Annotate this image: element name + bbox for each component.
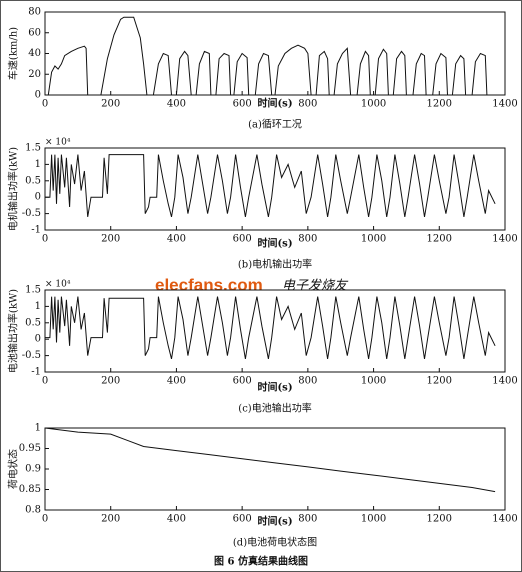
panel-caption: (d)电池荷电状态图 xyxy=(233,536,317,549)
watermark-text: 电子发烧友 xyxy=(282,279,349,294)
y-tick-label: -0.5 xyxy=(22,350,41,361)
y-tick-label: 0.5 xyxy=(25,317,41,328)
y-tick-label: 0.85 xyxy=(19,484,41,495)
y-tick-label: 1 xyxy=(35,159,41,170)
x-tick-label: 1400 xyxy=(492,376,517,387)
y-tick-label: 20 xyxy=(28,69,41,80)
x-tick-label: 1000 xyxy=(361,99,386,110)
x-axis-label: 时间(s) xyxy=(257,237,292,250)
plot-frame xyxy=(44,11,506,96)
x-tick-label: 200 xyxy=(101,99,120,110)
y-tick-label: 80 xyxy=(28,7,41,18)
y-multiplier: × 10⁴ xyxy=(45,138,71,148)
x-tick-label: 200 xyxy=(101,376,120,387)
x-tick-label: 1400 xyxy=(492,99,517,110)
y-tick-label: 1.5 xyxy=(25,143,41,154)
plot-frame xyxy=(44,427,506,511)
data-line xyxy=(44,427,496,493)
y-tick-label: -0.5 xyxy=(22,208,41,219)
y-tick-label: 1 xyxy=(35,423,41,434)
x-tick-label: 600 xyxy=(233,514,252,525)
y-axis-label: 荷电状态 xyxy=(7,449,20,489)
x-axis-label: 时间(s) xyxy=(257,381,292,394)
x-tick-label: 0 xyxy=(42,99,48,110)
y-tick-label: -1 xyxy=(31,225,41,236)
x-tick-label: 800 xyxy=(298,376,317,387)
figure-caption: 图 6 仿真结果曲线图 xyxy=(214,555,308,568)
y-multiplier: × 10⁴ xyxy=(45,280,71,290)
watermark-site: elecfans.com xyxy=(155,275,263,294)
plot-frame xyxy=(44,289,506,373)
x-tick-label: 1000 xyxy=(361,514,386,525)
y-tick-label: 60 xyxy=(28,27,41,38)
x-tick-label: 200 xyxy=(101,514,120,525)
x-tick-label: 400 xyxy=(167,514,186,525)
data-line xyxy=(45,296,496,360)
y-tick-label: 0 xyxy=(35,192,41,203)
x-tick-label: 400 xyxy=(167,376,186,387)
x-tick-label: 600 xyxy=(233,99,252,110)
x-tick-label: 600 xyxy=(233,234,252,245)
y-tick-label: 1 xyxy=(35,301,41,312)
y-tick-label: 0 xyxy=(35,334,41,345)
x-tick-label: 0 xyxy=(42,234,48,245)
x-axis-label: 时间(s) xyxy=(257,97,292,110)
x-tick-label: 600 xyxy=(233,376,252,387)
x-tick-label: 800 xyxy=(298,234,317,245)
x-tick-label: 0 xyxy=(42,514,48,525)
x-tick-label: 1200 xyxy=(427,234,452,245)
x-tick-label: 1200 xyxy=(427,376,452,387)
x-tick-label: 800 xyxy=(298,514,317,525)
x-tick-label: 1400 xyxy=(492,234,517,245)
data-line xyxy=(45,16,496,96)
data-line xyxy=(45,154,496,218)
x-tick-label: 400 xyxy=(167,99,186,110)
x-tick-label: 0 xyxy=(42,376,48,387)
y-tick-label: 0.5 xyxy=(25,175,41,186)
y-tick-label: 0 xyxy=(35,90,41,101)
x-tick-label: 200 xyxy=(101,234,120,245)
panel-caption: (c)电池输出功率 xyxy=(238,402,311,415)
x-tick-label: 1000 xyxy=(361,376,386,387)
panel-caption: (a)循环工况 xyxy=(248,118,302,131)
y-tick-label: 0.9 xyxy=(25,464,41,475)
y-tick-label: 1.5 xyxy=(25,285,41,296)
x-tick-label: 1200 xyxy=(427,514,452,525)
x-tick-label: 1000 xyxy=(361,234,386,245)
y-axis-label: 车速(km/h) xyxy=(7,27,20,80)
x-axis-label: 时间(s) xyxy=(257,515,292,528)
y-axis-label: 电池输出功率(kW) xyxy=(7,289,20,373)
y-tick-label: 0.8 xyxy=(25,505,41,516)
y-axis-label: 电机输出功率(kW) xyxy=(7,147,20,231)
x-tick-label: 1400 xyxy=(492,514,517,525)
y-tick-label: 0.95 xyxy=(19,443,41,454)
plot-frame xyxy=(44,147,506,231)
y-tick-label: 40 xyxy=(28,48,41,59)
y-tick-label: -1 xyxy=(31,367,41,378)
x-tick-label: 400 xyxy=(167,234,186,245)
x-tick-label: 800 xyxy=(298,99,317,110)
panel-caption: (b)电机输出功率 xyxy=(238,258,312,271)
x-tick-label: 1200 xyxy=(427,99,452,110)
